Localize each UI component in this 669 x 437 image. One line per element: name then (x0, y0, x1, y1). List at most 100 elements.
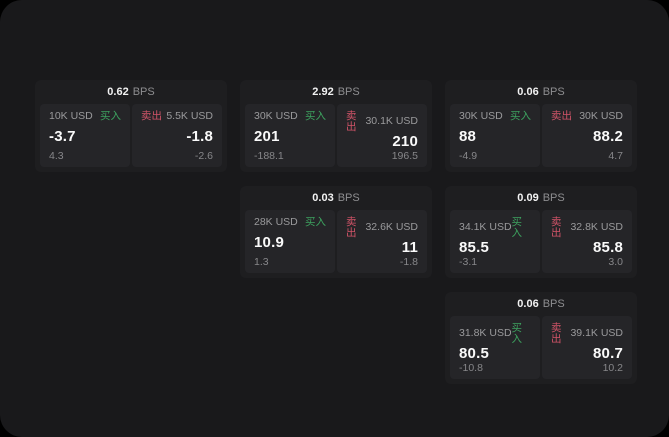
sell-panel[interactable]: 卖出 5.5K USD -1.8 -2.6 (132, 104, 222, 167)
buy-sell-panels: 28K USD 买入 10.9 1.3 卖出 32.6K USD 11 -1.8 (240, 210, 432, 278)
buy-amount: 31.8K USD (459, 327, 512, 340)
buy-change: 1.3 (254, 255, 269, 268)
sell-side-label: 卖出 (141, 110, 162, 122)
bps-unit-label: BPS (542, 297, 565, 310)
buy-change: 4.3 (49, 149, 64, 162)
sell-change: 10.2 (602, 361, 623, 374)
sell-price: 11 (401, 238, 418, 256)
sell-panel[interactable]: 卖出 30K USD 88.2 4.7 (542, 104, 632, 167)
buy-change: -3.1 (459, 255, 478, 268)
bps-header: 0.06 BPS (445, 292, 637, 316)
buy-amount: 30K USD (254, 110, 298, 122)
buy-sell-panels: 10K USD 买入 -3.7 4.3 卖出 5.5K USD -1.8 -2.… (35, 104, 227, 172)
buy-change: -10.8 (459, 361, 483, 374)
sell-amount: 32.8K USD (570, 221, 623, 234)
sell-price: 88.2 (593, 127, 623, 145)
buy-panel[interactable]: 28K USD 买入 10.9 1.3 (245, 210, 335, 273)
buy-amount: 30K USD (459, 110, 503, 122)
sell-side-label: 卖出 (551, 322, 562, 345)
bps-value: 0.09 (517, 191, 539, 204)
sell-change: 3.0 (608, 255, 623, 268)
bps-value: 0.06 (517, 297, 539, 310)
sell-side-label: 卖出 (551, 216, 562, 239)
buy-panel[interactable]: 34.1K USD 买入 85.5 -3.1 (450, 210, 540, 273)
buy-amount: 10K USD (49, 110, 93, 122)
sell-amount: 5.5K USD (166, 110, 213, 122)
bps-value: 0.62 (107, 85, 129, 98)
bps-value: 0.06 (517, 85, 539, 98)
bps-value: 0.03 (312, 191, 334, 204)
buy-panel[interactable]: 31.8K USD 买入 80.5 -10.8 (450, 316, 540, 379)
sell-panel[interactable]: 卖出 39.1K USD 80.7 10.2 (542, 316, 632, 379)
buy-side-label: 买入 (305, 110, 326, 122)
sell-panel-top-row: 卖出 39.1K USD (551, 323, 623, 344)
sell-amount: 30K USD (579, 110, 623, 122)
sell-amount: 32.6K USD (365, 221, 418, 234)
buy-panel-top-row: 28K USD 买入 (254, 217, 326, 228)
sell-panel[interactable]: 卖出 32.6K USD 11 -1.8 (337, 210, 427, 273)
quote-card-grid: 0.62 BPS 10K USD 买入 -3.7 4.3 卖出 5.5K USD (35, 80, 637, 384)
buy-panel-top-row: 31.8K USD 买入 (459, 323, 531, 344)
buy-panel[interactable]: 30K USD 买入 88 -4.9 (450, 104, 540, 167)
sell-panel-top-row: 卖出 32.8K USD (551, 217, 623, 238)
buy-side-label: 买入 (305, 216, 326, 228)
bps-unit-label: BPS (337, 191, 360, 204)
buy-side-label: 买入 (510, 110, 531, 122)
buy-price: 10.9 (254, 233, 284, 251)
buy-amount: 34.1K USD (459, 221, 512, 234)
sell-price: 80.7 (593, 344, 623, 362)
bps-header: 0.06 BPS (445, 80, 637, 104)
sell-side-label: 卖出 (551, 110, 572, 122)
sell-price: 85.8 (593, 238, 623, 256)
buy-sell-panels: 31.8K USD 买入 80.5 -10.8 卖出 39.1K USD 80.… (445, 316, 637, 384)
sell-change: 4.7 (608, 149, 623, 162)
bps-unit-label: BPS (542, 85, 565, 98)
buy-sell-panels: 30K USD 买入 201 -188.1 卖出 30.1K USD 210 1… (240, 104, 432, 172)
buy-price: 85.5 (459, 238, 489, 256)
bps-unit-label: BPS (542, 191, 565, 204)
sell-price: -1.8 (186, 127, 213, 145)
buy-panel-top-row: 34.1K USD 买入 (459, 217, 531, 238)
sell-amount: 39.1K USD (570, 327, 623, 340)
buy-price: 80.5 (459, 344, 489, 362)
sell-price: 210 (392, 132, 418, 150)
bps-unit-label: BPS (132, 85, 155, 98)
buy-side-label: 买入 (511, 322, 523, 345)
bps-header: 2.92 BPS (240, 80, 432, 104)
sell-panel-top-row: 卖出 5.5K USD (141, 111, 213, 122)
buy-panel-top-row: 30K USD 买入 (254, 111, 326, 122)
bps-header: 0.03 BPS (240, 186, 432, 210)
sell-panel[interactable]: 卖出 30.1K USD 210 196.5 (337, 104, 427, 167)
quote-card-4: 0.03 BPS 28K USD 买入 10.9 1.3 卖出 32.6K US… (240, 186, 432, 278)
buy-sell-panels: 34.1K USD 买入 85.5 -3.1 卖出 32.8K USD 85.8… (445, 210, 637, 278)
buy-panel-top-row: 10K USD 买入 (49, 111, 121, 122)
buy-sell-panels: 30K USD 买入 88 -4.9 卖出 30K USD 88.2 4.7 (445, 104, 637, 172)
sell-change: 196.5 (391, 149, 418, 162)
buy-price: 201 (254, 127, 280, 145)
buy-panel[interactable]: 30K USD 买入 201 -188.1 (245, 104, 335, 167)
buy-panel[interactable]: 10K USD 买入 -3.7 4.3 (40, 104, 130, 167)
sell-change: -2.6 (194, 149, 213, 162)
bps-unit-label: BPS (337, 85, 360, 98)
quote-card-3: 0.06 BPS 30K USD 买入 88 -4.9 卖出 30K USD (445, 80, 637, 172)
buy-side-label: 买入 (100, 110, 121, 122)
sell-panel-top-row: 卖出 32.6K USD (346, 217, 418, 238)
buy-panel-top-row: 30K USD 买入 (459, 111, 531, 122)
buy-change: -4.9 (459, 149, 478, 162)
bps-header: 0.09 BPS (445, 186, 637, 210)
buy-change: -188.1 (254, 149, 284, 162)
quote-card-1: 0.62 BPS 10K USD 买入 -3.7 4.3 卖出 5.5K USD (35, 80, 227, 172)
buy-side-label: 买入 (511, 216, 523, 239)
sell-side-label: 卖出 (346, 216, 357, 239)
buy-price: 88 (459, 127, 477, 145)
buy-price: -3.7 (49, 127, 76, 145)
sell-panel-top-row: 卖出 30K USD (551, 111, 623, 122)
sell-side-label: 卖出 (346, 110, 357, 133)
sell-change: -1.8 (399, 255, 418, 268)
bps-header: 0.62 BPS (35, 80, 227, 104)
sell-panel-top-row: 卖出 30.1K USD (346, 111, 418, 132)
sell-amount: 30.1K USD (365, 115, 418, 128)
quote-card-5: 0.09 BPS 34.1K USD 买入 85.5 -3.1 卖出 32.8K… (445, 186, 637, 278)
sell-panel[interactable]: 卖出 32.8K USD 85.8 3.0 (542, 210, 632, 273)
